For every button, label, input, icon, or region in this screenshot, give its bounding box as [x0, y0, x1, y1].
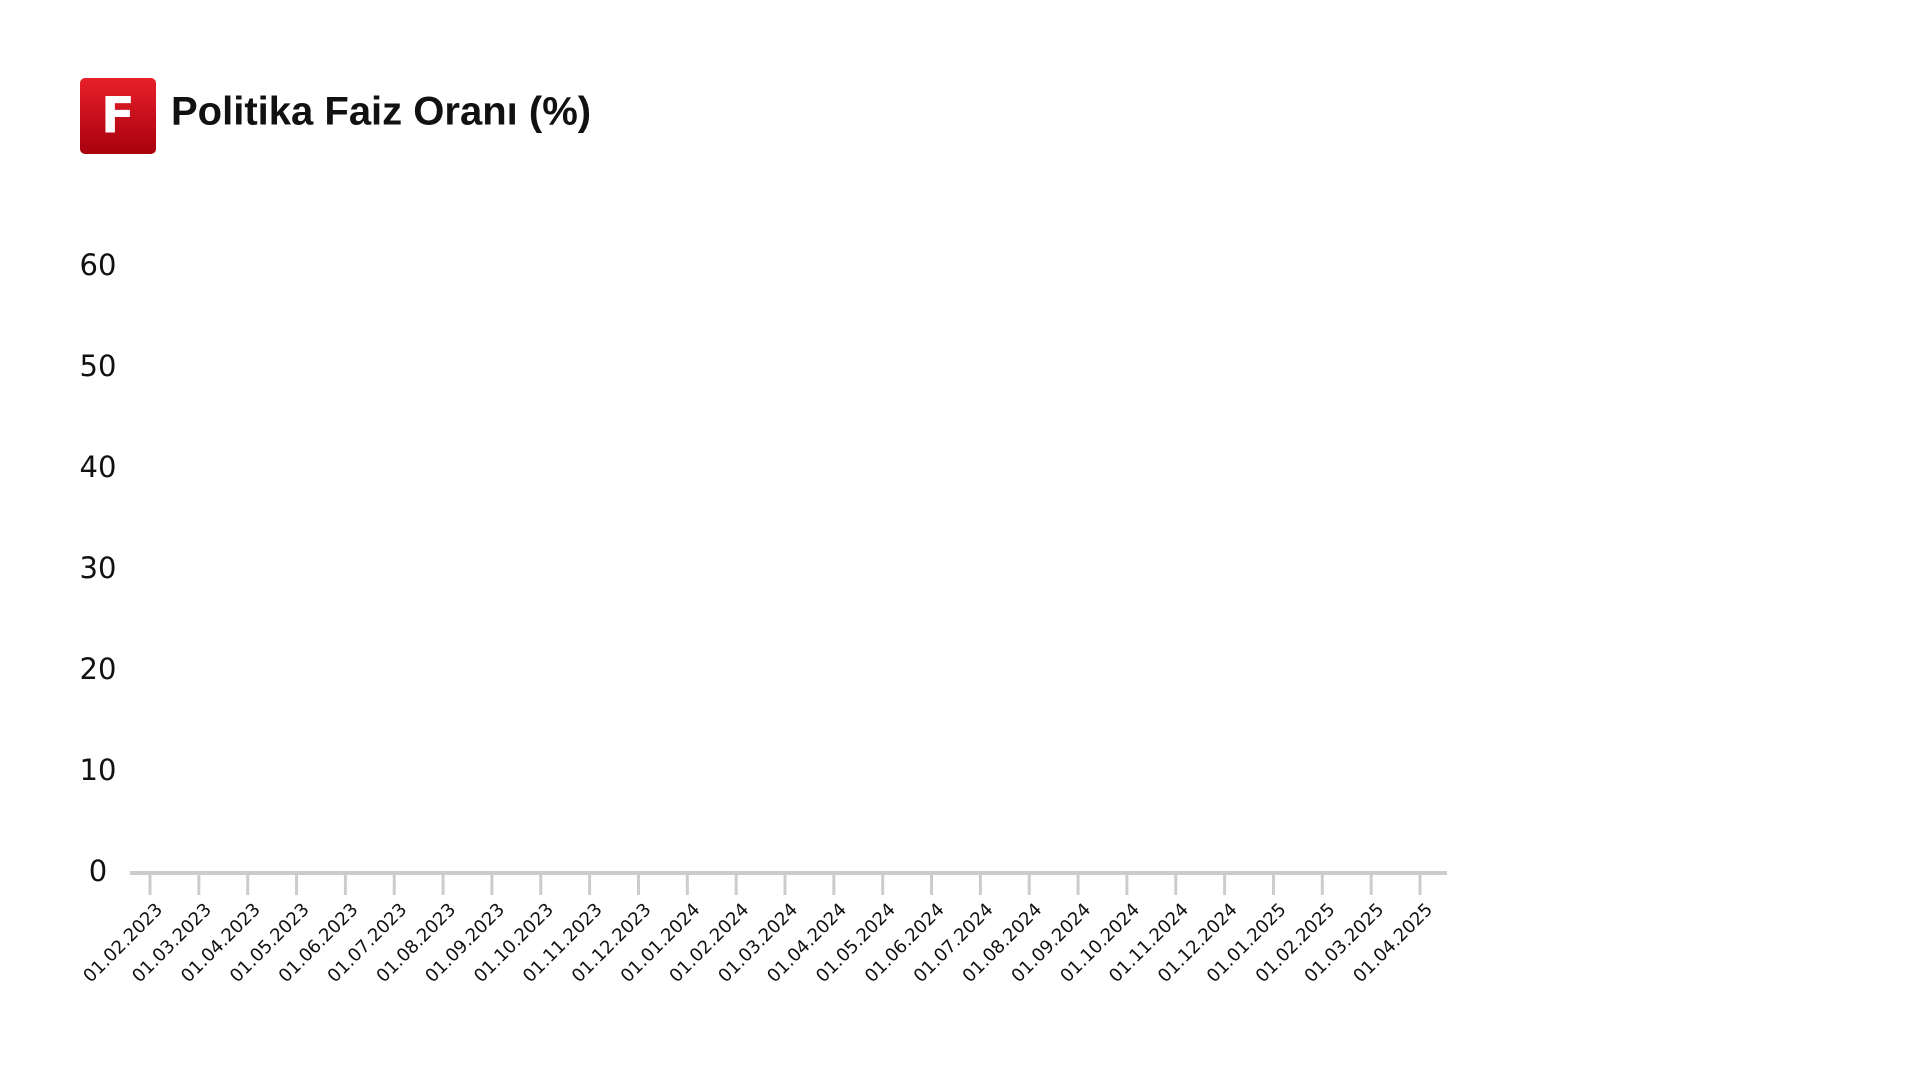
chart-title: Politika Faiz Oranı (%) — [171, 90, 591, 134]
logo-box — [80, 78, 156, 154]
y-tick-label: 50 — [80, 349, 117, 383]
y-tick-label: 10 — [80, 753, 117, 787]
y-tick-label: 20 — [80, 652, 117, 686]
logo-letter: F — [101, 87, 135, 145]
y-tick-label: 40 — [80, 450, 117, 484]
y-tick-label: 30 — [80, 551, 117, 585]
y-tick-label: 0 — [89, 854, 107, 888]
y-tick-label: 60 — [80, 248, 117, 282]
